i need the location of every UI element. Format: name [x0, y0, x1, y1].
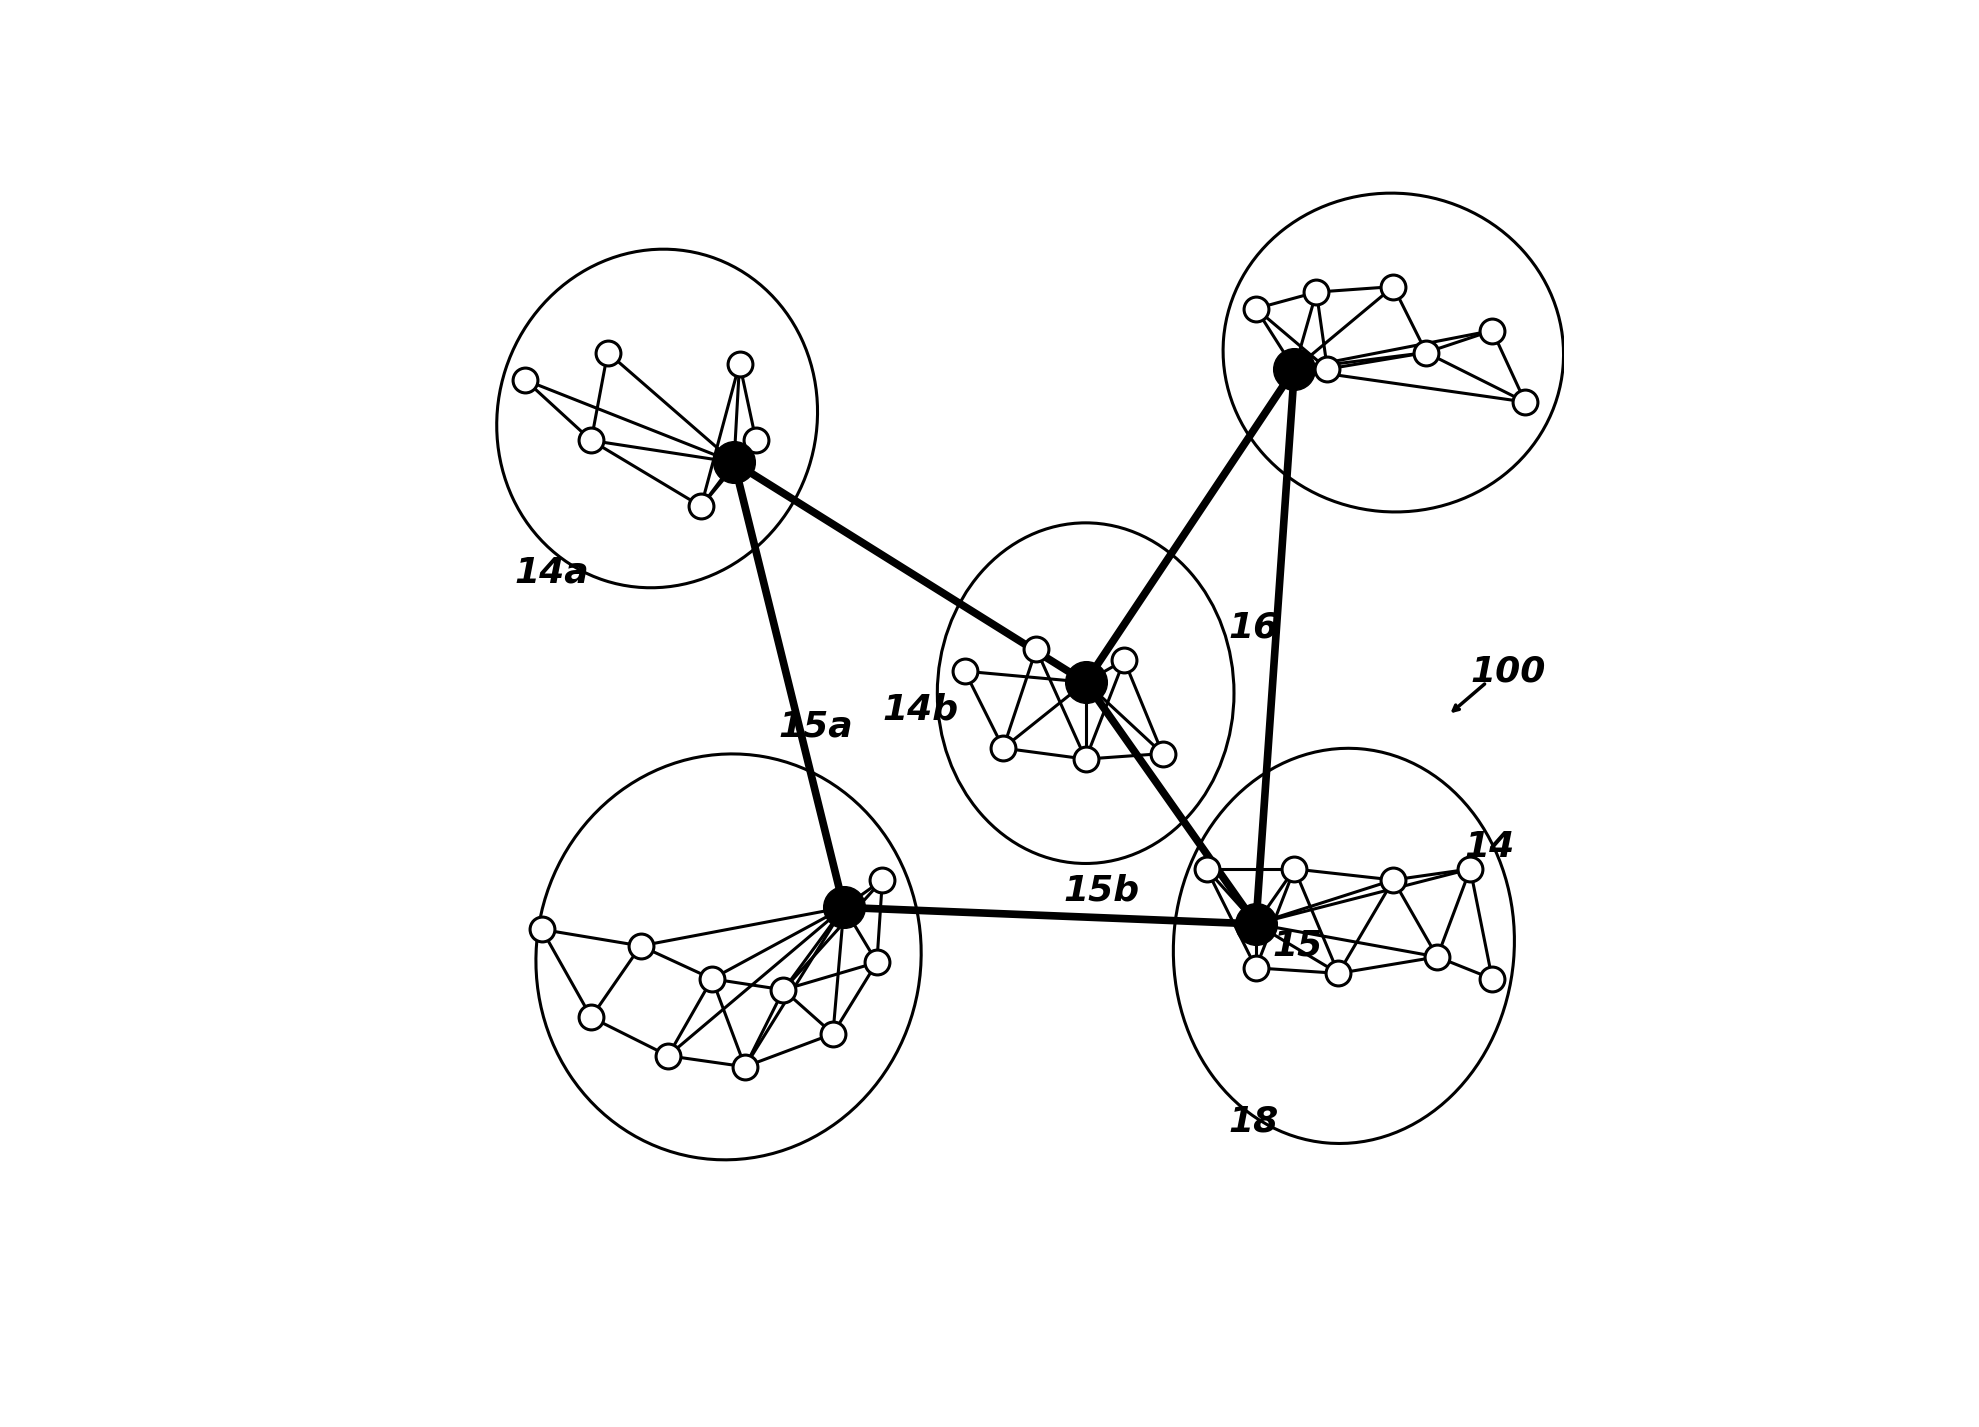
Point [1278, 858, 1310, 880]
Point [827, 896, 859, 919]
Point [768, 979, 800, 1002]
Point [1071, 671, 1102, 694]
Point [740, 430, 772, 452]
Point [988, 736, 1019, 759]
Text: 14: 14 [1464, 831, 1516, 863]
Text: 14a: 14a [515, 555, 590, 589]
Point [728, 1056, 760, 1079]
Point [509, 368, 540, 391]
Text: 15a: 15a [778, 709, 853, 743]
Point [1241, 912, 1272, 935]
Point [576, 430, 608, 452]
Point [1071, 748, 1102, 771]
Point [1510, 391, 1542, 414]
Point [697, 968, 728, 990]
Point [724, 352, 756, 375]
Text: 15: 15 [1272, 929, 1322, 963]
Point [1476, 968, 1508, 990]
Text: 18: 18 [1229, 1104, 1278, 1139]
Point [1322, 962, 1354, 985]
Point [1455, 858, 1486, 880]
Point [1108, 649, 1140, 672]
Point [950, 659, 982, 682]
Point [1241, 297, 1272, 320]
Point [1021, 638, 1053, 661]
Point [718, 451, 750, 474]
Point [1476, 320, 1508, 342]
Point [1146, 742, 1178, 765]
Point [1377, 275, 1409, 298]
Point [1191, 858, 1223, 880]
Text: 14b: 14b [883, 692, 958, 726]
Point [625, 935, 657, 958]
Text: 16: 16 [1229, 611, 1278, 644]
Text: 100: 100 [1470, 654, 1546, 688]
Point [861, 950, 893, 973]
Point [867, 869, 898, 892]
Point [1377, 869, 1409, 892]
Point [1241, 956, 1272, 979]
Point [526, 918, 558, 940]
Text: 15b: 15b [1063, 873, 1140, 908]
Point [653, 1045, 685, 1067]
Point [576, 1006, 608, 1029]
Point [1312, 358, 1344, 381]
Point [817, 1022, 849, 1045]
Point [1411, 341, 1443, 364]
Point [685, 495, 716, 518]
Point [1300, 281, 1332, 304]
Point [592, 341, 623, 364]
Point [1421, 946, 1453, 969]
Point [1278, 358, 1310, 381]
